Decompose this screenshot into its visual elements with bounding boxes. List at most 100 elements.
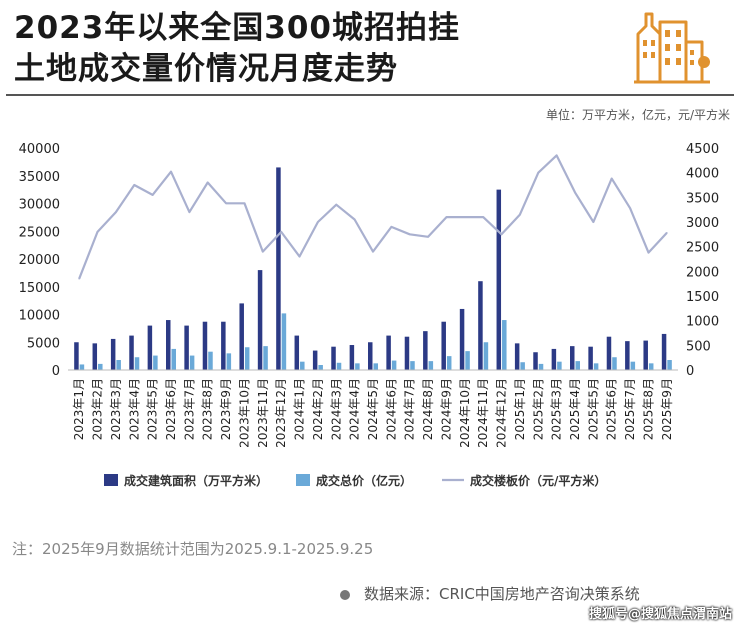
value-bar: [153, 355, 158, 370]
legend-label-area: 成交建筑面积（万平方米）: [124, 473, 268, 488]
price-point: [353, 218, 356, 221]
area-bar: [74, 342, 79, 370]
area-bar: [441, 321, 446, 370]
value-bar: [79, 364, 85, 370]
x-tick-label: 2025年6月: [605, 378, 619, 440]
area-bar: [643, 340, 648, 370]
corner-watermark: 搜狐号@搜狐焦点渭南站: [588, 607, 732, 622]
y-left-tick-label: 30000: [19, 198, 60, 213]
area-bar: [478, 281, 483, 370]
y-right-tick-label: 1000: [686, 315, 719, 330]
y-left-tick-label: 40000: [19, 142, 60, 157]
x-tick-label: 2025年1月: [513, 378, 527, 440]
x-tick-label: 2024年9月: [439, 378, 453, 440]
area-bar: [110, 338, 116, 370]
value-bar: [98, 363, 103, 370]
price-point: [629, 207, 631, 209]
price-point: [537, 171, 540, 174]
value-bar: [667, 360, 672, 370]
price-point: [390, 226, 393, 228]
y-right-tick-label: 3000: [686, 216, 719, 231]
area-bar: [588, 346, 593, 370]
footnote: 注：2025年9月数据统计范围为2025.9.1-2025.9.25: [12, 540, 374, 558]
area-bar: [570, 346, 575, 370]
city-buildings-icon: [634, 12, 710, 84]
area-bar: [368, 342, 373, 370]
value-bar: [171, 348, 176, 370]
x-tick-label: 2023年11月: [256, 378, 270, 448]
x-tick-label: 2025年5月: [586, 378, 600, 440]
value-bar: [465, 351, 470, 370]
x-tick-label: 2023年4月: [127, 378, 141, 440]
title-divider: [6, 94, 734, 96]
x-tick-label: 2023年7月: [182, 378, 196, 440]
y-left-tick-label: 5000: [27, 336, 60, 351]
x-tick-label: 2024年11月: [476, 378, 490, 448]
x-tick-label: 2023年12月: [274, 378, 288, 448]
x-tick-label: 2024年12月: [495, 378, 509, 448]
price-point: [519, 213, 521, 216]
x-tick-label: 2023年3月: [109, 378, 123, 440]
y-left-tick-label: 35000: [19, 170, 60, 185]
area-bar: [221, 321, 226, 370]
area-bar: [92, 343, 98, 370]
price-point: [408, 233, 411, 236]
price-point: [262, 250, 264, 253]
area-bar: [239, 303, 244, 370]
value-bar: [263, 346, 268, 370]
value-bar: [226, 353, 232, 370]
value-bar: [630, 361, 636, 370]
area-bar: [257, 270, 263, 370]
area-bar: [147, 325, 153, 370]
legend: 成交建筑面积（万平方米） 成交总价（亿元） 成交楼板价（元/平方米）: [104, 473, 606, 488]
price-point: [243, 202, 246, 205]
value-bar: [391, 360, 397, 370]
area-bar: [386, 335, 391, 370]
x-tick-label: 2024年1月: [293, 378, 307, 440]
value-bar: [116, 360, 121, 370]
price-point: [78, 277, 80, 280]
x-tick-label: 2025年4月: [568, 378, 582, 440]
area-bar: [276, 167, 281, 370]
value-bar: [612, 357, 617, 370]
bars: [68, 167, 678, 371]
y-left-tick-label: 25000: [19, 225, 60, 240]
y-right-tick-label: 1500: [686, 290, 719, 305]
area-bar: [459, 308, 465, 370]
price-point: [666, 232, 668, 234]
price-point: [151, 194, 154, 196]
price-point: [647, 251, 650, 254]
y-right-tick-label: 4500: [686, 142, 719, 157]
value-bar: [189, 355, 195, 370]
y-right-tick-label: 2500: [686, 241, 719, 256]
price-point: [464, 216, 466, 218]
legend-label-value: 成交总价（亿元）: [316, 473, 412, 488]
legend-label-price: 成交楼板价（元/平方米）: [470, 473, 606, 488]
y-right-tick-label: 500: [686, 339, 711, 354]
price-point: [225, 202, 227, 205]
value-bar: [483, 342, 489, 370]
x-tick-label: 2025年9月: [660, 378, 674, 440]
price-point: [500, 233, 503, 236]
value-bar: [593, 363, 599, 370]
title-line-1: 2023年以来全国300城招拍挂: [14, 10, 460, 46]
value-bar: [355, 363, 360, 370]
area-bar: [496, 189, 502, 370]
price-point: [335, 203, 338, 206]
x-tick-label: 2023年5月: [146, 378, 160, 440]
area-bar: [423, 331, 428, 370]
y-right-tick-label: 4000: [686, 167, 719, 182]
price-point: [555, 154, 558, 157]
source-line: 数据来源：CRIC中国房地产咨询决策系统: [340, 583, 640, 604]
x-tick-label: 2025年7月: [623, 378, 637, 440]
x-tick-label: 2024年5月: [366, 378, 380, 440]
legend-swatch-area: [104, 474, 118, 486]
x-tick-label: 2024年3月: [329, 378, 343, 440]
value-bar: [373, 363, 378, 370]
x-tick-label: 2023年9月: [219, 378, 233, 440]
x-tick-label: 2024年4月: [348, 378, 362, 440]
value-bar: [648, 363, 654, 370]
value-bar: [134, 357, 140, 370]
value-bar: [410, 361, 415, 370]
y-axis-right: 0 500 1000 1500 2000 2500 3000 3500 4000 4500: [686, 142, 719, 379]
